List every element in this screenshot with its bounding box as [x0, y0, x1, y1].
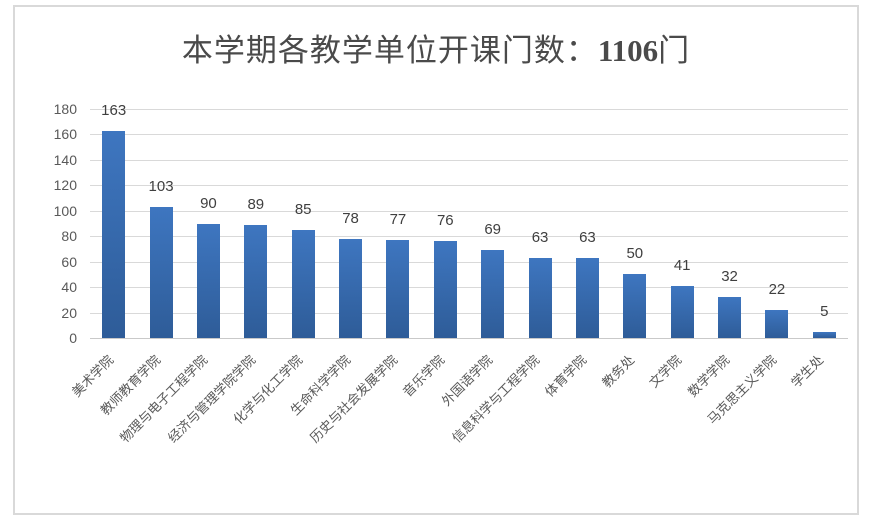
bar-value-label: 85	[294, 200, 312, 218]
chart-title-prefix: 本学期各教学单位开课门数：	[181, 33, 598, 68]
y-axis-tick-label: 0	[69, 330, 77, 346]
bar	[102, 130, 126, 338]
y-axis-tick-label: 160	[53, 126, 77, 143]
gridline	[90, 185, 848, 187]
bar	[244, 224, 268, 338]
bar	[196, 223, 220, 338]
y-axis: 0 20 40 60 80 100 120 140 160 180	[31, 7, 77, 530]
bar-value-label: 103	[148, 177, 174, 195]
bar-value-label: 77	[389, 211, 407, 229]
bar	[481, 250, 505, 338]
bar	[149, 206, 173, 338]
gridline	[90, 159, 848, 161]
bar-value-label: 89	[247, 195, 265, 213]
y-axis-tick-label: 120	[53, 177, 77, 194]
y-axis-tick-label: 80	[61, 228, 77, 245]
plot-area: 163 美术学院 103 教师教育学院 90 物理与电子工程学院 89 经济与管理学院学院 85…	[69, 102, 848, 446]
bar-value-label: 76	[436, 212, 454, 230]
chart-title-suffix: 门	[658, 33, 691, 68]
bar	[623, 274, 647, 338]
bar-value-label: 22	[768, 281, 786, 298]
bar-value-label: 5	[820, 302, 829, 320]
bar	[765, 310, 789, 338]
bar	[433, 241, 457, 338]
y-axis-tick-label: 60	[61, 253, 77, 270]
bar	[812, 331, 836, 338]
bar-value-label: 90	[200, 194, 217, 212]
bar-value-label: 163	[101, 101, 127, 119]
bar-value-label: 32	[721, 268, 738, 286]
bar	[291, 229, 315, 338]
y-axis-tick-label: 180	[53, 101, 77, 117]
y-axis-tick-label: 40	[61, 279, 77, 296]
gridline	[90, 236, 848, 238]
chart-title: 本学期各教学单位开课门数：1106门	[15, 31, 857, 71]
y-axis-tick-label: 20	[61, 304, 77, 321]
bar	[386, 240, 410, 338]
gridline	[90, 287, 848, 289]
gridline	[90, 134, 848, 136]
bar	[718, 297, 742, 338]
chart-card: 本学期各教学单位开课门数：1106门 0 20 40 60 80 100 120 140 160…	[13, 5, 859, 515]
y-axis-tick-label: 140	[53, 151, 77, 168]
bar	[528, 257, 552, 338]
gridline	[90, 312, 848, 314]
bar-value-label: 41	[673, 256, 691, 274]
bar-value-label: 78	[342, 209, 359, 227]
gridline	[90, 210, 848, 212]
bar-value-label: 63	[531, 228, 549, 246]
bar	[339, 238, 363, 338]
bar-value-label: 50	[626, 245, 644, 263]
gridline	[90, 109, 848, 110]
bar	[575, 257, 599, 338]
y-axis-tick-label: 100	[53, 202, 77, 219]
chart-title-total-count: 1106	[597, 33, 659, 68]
x-axis-line	[90, 338, 848, 339]
bar-value-label: 63	[579, 228, 596, 246]
gridline	[90, 261, 848, 263]
bar	[670, 285, 694, 338]
bar-value-label: 69	[484, 221, 502, 239]
